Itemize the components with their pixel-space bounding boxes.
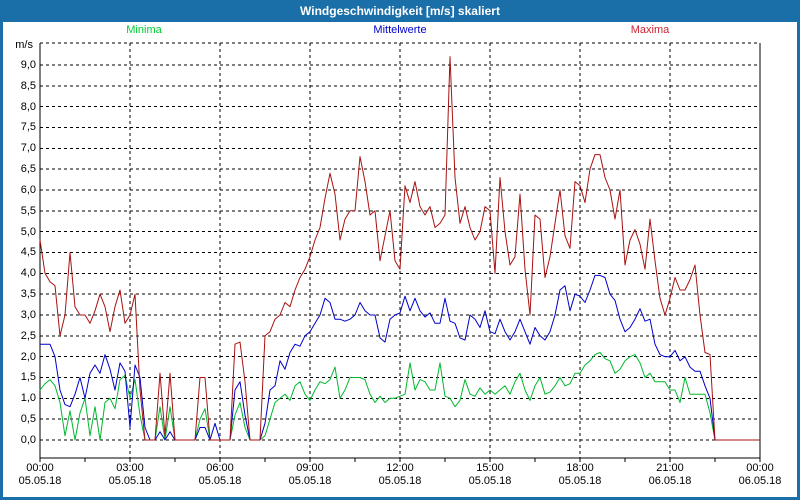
y-tick-label: 6,5: [20, 163, 36, 176]
y-tick-label: 2,0: [20, 350, 36, 363]
y-tick-label: 9,0: [20, 58, 36, 71]
y-tick-label: 7,5: [20, 121, 36, 134]
series-mittelwerte: [39, 274, 761, 441]
y-tick-label: 4,5: [20, 246, 36, 259]
x-tick-label: 21:00 06.05.18: [648, 462, 692, 487]
x-tick-label: 00:00 05.05.18: [18, 462, 62, 487]
y-tick-label: 2,5: [20, 329, 36, 342]
y-tick-label: 8,0: [20, 100, 36, 113]
y-tick-label: 6,0: [20, 183, 36, 196]
y-tick-label: 1,0: [20, 392, 36, 405]
y-tick-label: 8,5: [20, 79, 36, 92]
x-tick-label: 06:00 05.05.18: [198, 462, 242, 487]
x-tick-label: 09:00 05.05.18: [288, 462, 332, 487]
legend-minima: Minima: [126, 24, 162, 36]
y-tick-label: 5,5: [20, 204, 36, 217]
y-axis-unit-label: m/s: [15, 39, 33, 51]
x-tick-label: 15:00 05.05.18: [468, 462, 512, 487]
page-title: Windgeschwindigkeit [m/s] skaliert: [0, 0, 800, 22]
y-tick-label: 0,5: [20, 413, 36, 426]
series-maxima: [39, 56, 761, 441]
y-tick-label: 0,0: [20, 434, 36, 446]
x-tick-label: 18:00 05.05.18: [558, 462, 602, 487]
legend-maxima: Maxima: [630, 24, 670, 36]
x-tick-label: 03:00 05.05.18: [108, 462, 152, 487]
series-minima: [39, 352, 761, 441]
y-tick-label: 4,0: [20, 267, 36, 280]
y-tick-label: 5,0: [20, 225, 36, 238]
y-tick-label: 3,0: [20, 308, 36, 321]
x-tick-label: 00:00 06.05.18: [738, 462, 782, 487]
y-tick-label: 7,0: [20, 142, 36, 155]
y-tick-label: 3,5: [20, 288, 36, 301]
x-tick-label: 12:00 05.05.18: [378, 462, 422, 487]
legend-mittelwerte: Mittelwerte: [373, 24, 427, 36]
y-tick-label: 1,5: [20, 371, 36, 384]
